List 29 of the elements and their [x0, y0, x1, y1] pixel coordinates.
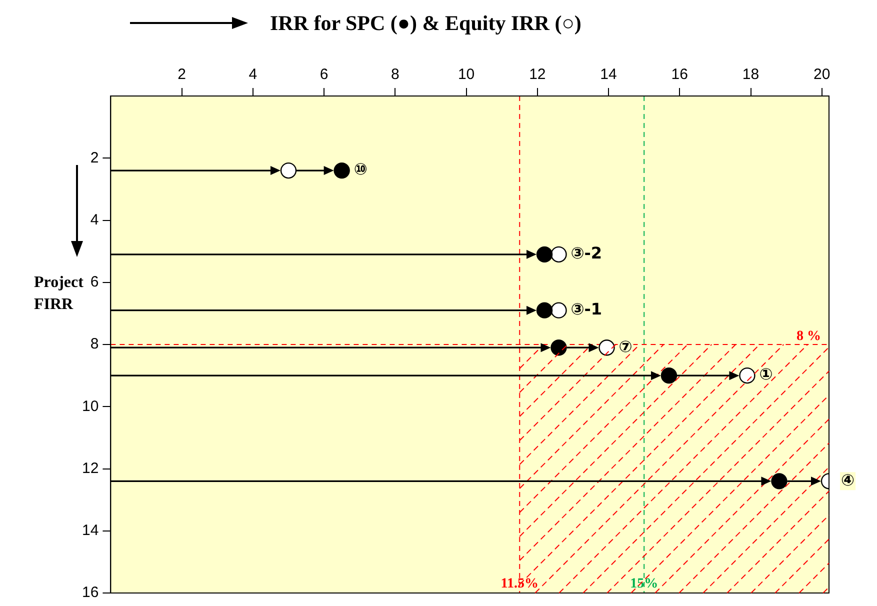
x-tick-label: 4 [248, 66, 258, 84]
annotation: ⑩ [354, 160, 368, 179]
y-tick-label: 14 [82, 522, 99, 540]
ref-line-label: 8 % [796, 329, 821, 344]
x-tick-label: 16 [671, 66, 688, 84]
x-tick-label: 10 [458, 66, 475, 84]
annotation: ① [759, 364, 773, 384]
annotation: ③-2 [570, 244, 602, 263]
x-tick-label: 12 [529, 66, 546, 84]
x-tick-label: 8 [390, 66, 400, 84]
annotation: ④ [841, 470, 855, 490]
y-axis-title: Project FIRR [34, 274, 84, 313]
y-tick-label: 10 [82, 398, 99, 415]
chart-title: IRR for SPC (●) & Equity IRR (○) [270, 10, 582, 36]
annotation: ③-1 [570, 299, 602, 318]
annotation: ⑦ [618, 336, 632, 356]
x-tick-label: 20 [814, 66, 830, 84]
x-tick-label: 2 [178, 66, 186, 84]
y-tick-label: 16 [82, 584, 99, 602]
y-tick-label: 4 [90, 211, 99, 228]
ref-line-label: 11.5% [500, 576, 538, 592]
x-tick-label: 18 [742, 66, 760, 84]
x-tick-label: 6 [320, 66, 328, 84]
y-tick-label: 8 [90, 336, 99, 353]
ref-line-label: 15% [630, 576, 658, 592]
y-tick-label: 6 [90, 274, 99, 291]
y-tick-label: 2 [90, 149, 99, 166]
y-tick-label: 12 [82, 460, 99, 477]
x-tick-label: 14 [600, 66, 617, 84]
